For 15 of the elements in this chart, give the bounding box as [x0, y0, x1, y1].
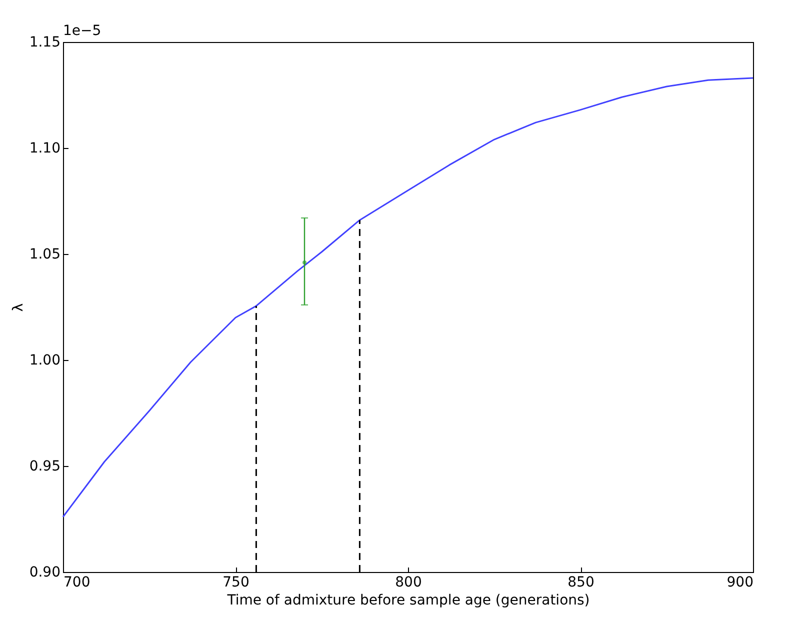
x-tick-label: 900 [726, 574, 754, 590]
y-tick-label: 0.90 [29, 564, 60, 580]
y-tick-label: 1.00 [29, 352, 60, 368]
x-tick-label: 850 [568, 574, 594, 590]
x-axis-title: Time of admixture before sample age (generations) [226, 592, 590, 608]
text: 1e−5 [63, 23, 102, 39]
y-tick-label: 0.95 [29, 458, 60, 474]
y-tick-label: 1.15 [29, 34, 60, 50]
x-tick-label: 750 [222, 574, 250, 590]
y-tick-label: 1.05 [29, 246, 60, 262]
x-tick-label: 800 [395, 574, 422, 590]
y-axis-title: λ [10, 303, 26, 312]
y-tick-label: 1.10 [29, 140, 60, 156]
line-series [62, 77, 754, 518]
x-tick-label: 700 [64, 574, 90, 590]
